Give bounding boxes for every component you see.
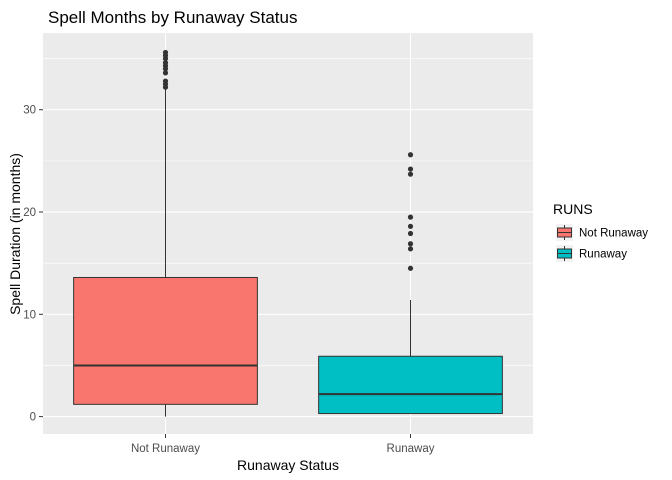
outlier-point — [162, 49, 169, 56]
outlier-point — [162, 70, 169, 76]
outlier-point — [407, 171, 414, 177]
x-axis-title: Runaway Status — [237, 457, 339, 473]
y-axis: 0 10 20 30 — [23, 105, 43, 424]
chart-title: Spell Months by Runaway Status — [48, 8, 297, 27]
y-tick-label: 30 — [23, 105, 36, 117]
outlier-point — [407, 230, 414, 237]
y-tick-label: 0 — [30, 412, 36, 424]
box — [73, 276, 258, 405]
x-axis: Not Runaway Runaway — [131, 434, 435, 455]
legend-key — [556, 224, 573, 241]
outlier-point — [407, 265, 414, 271]
outlier-point — [407, 246, 414, 252]
box-marks — [73, 49, 503, 417]
outlier-point — [407, 166, 414, 172]
outlier-point — [407, 214, 414, 220]
legend-key — [556, 245, 573, 262]
legend-label: Not Runaway — [579, 228, 648, 240]
outlier-point — [162, 78, 169, 84]
outlier-point — [162, 60, 169, 66]
x-tick-label: Not Runaway — [131, 443, 200, 455]
y-axis-title: Spell Duration (in months) — [7, 153, 23, 315]
y-tick-label: 10 — [23, 309, 36, 321]
legend-title: RUNS — [553, 201, 593, 217]
box-group — [318, 152, 503, 415]
legend: RUNS Not Runaway Runaway — [553, 201, 648, 262]
box — [318, 355, 503, 415]
outlier-point — [407, 223, 414, 229]
x-tick-label: Runaway — [387, 443, 435, 455]
outlier-point — [407, 241, 414, 247]
y-tick-label: 20 — [23, 207, 36, 219]
outlier-point — [407, 152, 414, 158]
box-group — [73, 49, 258, 417]
legend-label: Runaway — [579, 249, 627, 261]
